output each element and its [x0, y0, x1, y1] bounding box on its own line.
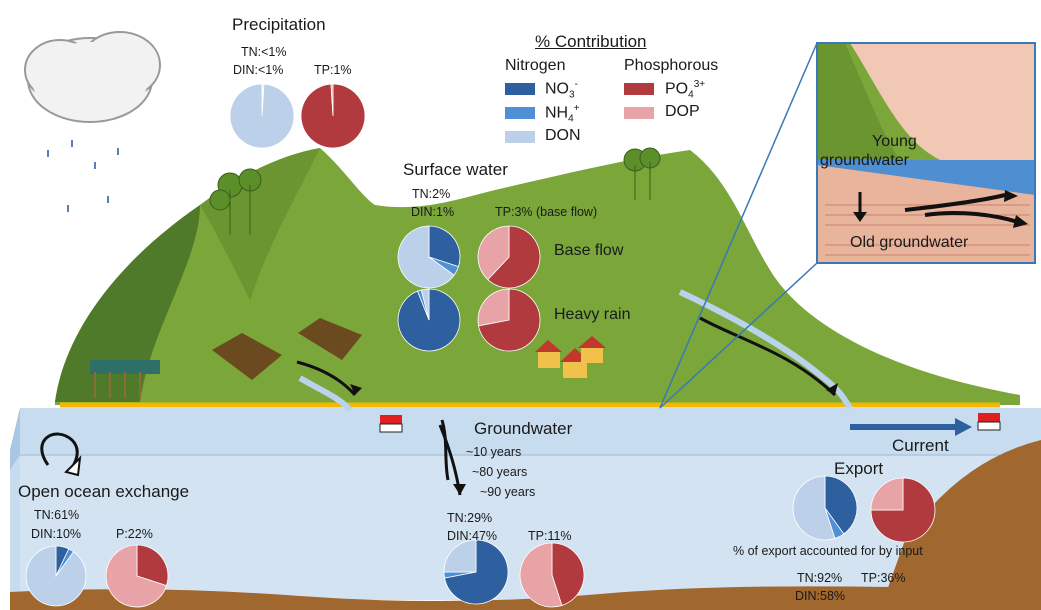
ocean-exchange-arrowhead: [64, 455, 82, 477]
ocean-p: P:22%: [116, 527, 153, 541]
legend-label-po4: PO43+: [665, 79, 706, 101]
legend-swatch-no3: [505, 83, 535, 95]
surface-water-title: Surface water: [403, 160, 508, 179]
heavy-rain-phosphorus-pie-slice: [477, 288, 510, 327]
legend-label-no3: NO3-: [545, 79, 578, 101]
ocean-din: DIN:10%: [31, 527, 82, 541]
precipitation-phosphorus-pie: [300, 83, 366, 149]
legend-label-dop: DOP: [665, 103, 700, 120]
groundwater-phosphorus-pie: [519, 542, 585, 608]
export-nitrogen-pie-slice: [792, 475, 836, 541]
export-din: DIN:58%: [795, 589, 846, 603]
groundwater-age-3: ~90 years: [480, 485, 536, 499]
groundwater-nitrogen-pie: [443, 539, 509, 605]
legend-nitrogen-header: Nitrogen: [505, 57, 566, 74]
ocean: [10, 408, 1041, 600]
legend-swatch-don: [505, 131, 535, 143]
surface-water-tp: TP:3% (base flow): [495, 205, 598, 219]
export-nitrogen-pie: [792, 475, 858, 541]
groundwater-age-2: ~80 years: [472, 465, 528, 479]
precipitation-nitrogen-pie: [229, 83, 295, 149]
precipitation-tp: TP:1%: [314, 63, 352, 77]
export-nitrogen-pie-slice: [824, 475, 858, 535]
ocean-phosphorus-pie-slice: [136, 544, 169, 587]
base-flow-label: Base flow: [554, 242, 624, 259]
houses: [535, 336, 606, 378]
old-groundwater-label: Old groundwater: [850, 234, 969, 251]
heavy-rain-phosphorus-pie: [477, 288, 541, 352]
groundwater-tn: TN:29%: [447, 511, 493, 525]
legend-swatch-dop: [624, 107, 654, 119]
ocean-phosphorus-pie-slice: [105, 544, 167, 608]
heavy-rain-label: Heavy rain: [554, 306, 631, 323]
groundwater-din: DIN:47%: [447, 529, 498, 543]
cloud-icon: [24, 31, 161, 123]
groundwater-nitrogen-pie-slice: [443, 539, 477, 573]
inset-connector: [659, 42, 818, 409]
export-tp: TP:36%: [861, 571, 906, 585]
current-label: Current: [892, 436, 949, 455]
seabed: [10, 440, 1041, 610]
flow-arrowhead: [826, 383, 838, 395]
base-flow-phosphorus-pie-slice: [487, 225, 541, 289]
forest: [209, 147, 661, 235]
flow-arrowhead: [453, 484, 466, 495]
export-title: Export: [834, 459, 884, 478]
sampler-icon: [379, 415, 403, 433]
surface-water-tn: TN:2%: [412, 187, 451, 201]
base-flow-nitrogen-pie: [397, 225, 461, 289]
ocean-tn: TN:61%: [34, 508, 80, 522]
export-caption: % of export accounted for by input: [733, 544, 923, 558]
base-flow-phosphorus-pie-slice: [477, 225, 510, 281]
sampler-icon: [977, 413, 1001, 431]
export-phosphorus-pie: [870, 477, 936, 543]
groundwater-title: Groundwater: [474, 419, 573, 438]
surface-water-din: DIN:1%: [411, 205, 455, 219]
pie-charts: [25, 83, 936, 608]
legend-label-don: DON: [545, 127, 581, 144]
groundwater-age-1: ~10 years: [466, 445, 522, 459]
ocean-exchange-arrow: [40, 432, 79, 469]
groundwater-inset: [816, 42, 1036, 264]
base-flow-phosphorus-pie: [477, 225, 541, 289]
heavy-rain-nitrogen-pie: [397, 288, 461, 352]
base-flow-nitrogen-pie-slice: [428, 225, 461, 268]
farm-fields: [212, 318, 362, 380]
heavy-rain-nitrogen-pie-slice: [420, 288, 430, 321]
precipitation-din: DIN:<1%: [233, 63, 284, 77]
island: [55, 148, 1020, 405]
young-groundwater-label: Young groundwater: [820, 133, 917, 169]
groundwater-phosphorus-pie-slice: [519, 542, 563, 608]
legend-swatch-nh4: [505, 107, 535, 119]
export-phosphorus-pie-slice: [870, 477, 904, 511]
ocean-exchange-title: Open ocean exchange: [18, 482, 190, 501]
precipitation-phosphorus-pie-slice: [330, 83, 334, 117]
export-phosphorus-pie-slice: [870, 477, 936, 543]
base-flow-nitrogen-pie-slice: [397, 225, 455, 289]
ocean-nitrogen-pie: [25, 545, 87, 607]
ocean-phosphorus-pie: [105, 544, 169, 608]
current-arrow: [850, 418, 972, 436]
ocean-nitrogen-pie-slice: [25, 545, 87, 607]
young-groundwater-line-1: Young: [872, 133, 917, 150]
groundwater-tp: TP:11%: [528, 529, 572, 543]
flow-arrowhead: [350, 384, 362, 395]
legend-title: % Contribution: [535, 32, 647, 51]
rain-icon: [47, 140, 119, 212]
precipitation-nitrogen-pie-slice: [229, 83, 295, 149]
precipitation-tn: TN:<1%: [241, 45, 287, 59]
legend-phosphorus-header: Phosphorous: [624, 57, 719, 74]
legend-swatch-po4: [624, 83, 654, 95]
legend-label-nh4: NH4+: [545, 103, 580, 125]
groundwater-phosphorus-pie-slice: [551, 542, 585, 606]
export-tn: TN:92%: [797, 571, 843, 585]
young-groundwater-line-2: groundwater: [820, 152, 909, 169]
precipitation-title: Precipitation: [232, 15, 326, 34]
young-groundwater-text: Young groundwater: [820, 133, 917, 169]
mangroves: [90, 360, 160, 398]
streams: [298, 289, 853, 413]
